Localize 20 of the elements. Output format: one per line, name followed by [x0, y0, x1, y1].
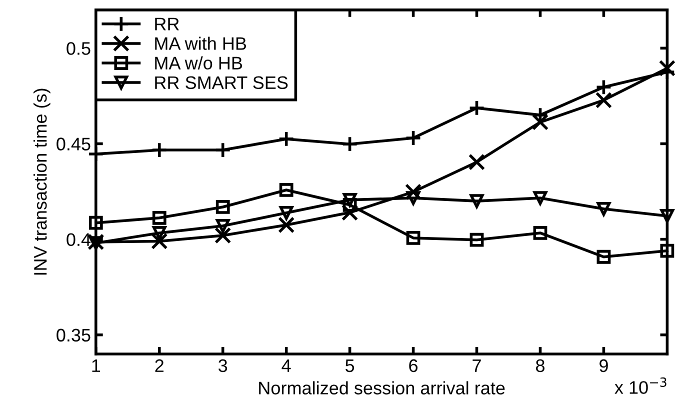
x-tick-label: 5	[346, 359, 354, 372]
legend-label: MA with HB	[155, 36, 246, 50]
x-tick-label: 4	[282, 359, 291, 372]
legend-label: RR SMART SES	[155, 76, 288, 90]
legend-label: MA w/o HB	[155, 56, 242, 70]
text: x 10$^{−3}$	[614, 377, 666, 394]
x-tick-label: 9	[600, 359, 608, 372]
x-tick-label: 7	[472, 359, 481, 372]
y-tick-label: 0.4	[66, 233, 91, 246]
legend-label: RR	[155, 18, 179, 30]
y-tick-label: 0.5	[66, 42, 90, 55]
x-tick-label: 6	[409, 359, 418, 372]
x-tick-label: 2	[155, 359, 164, 372]
x-axis-title: Normalized session arrival rate	[259, 381, 505, 394]
x-tick-label: 3	[218, 359, 228, 372]
x-tick-label: 1	[92, 359, 100, 372]
y-tick-label: 0.35	[56, 328, 90, 342]
y-axis-title: INV transaction time (s)	[34, 88, 50, 275]
y-tick-label: 0.45	[56, 138, 90, 150]
x-tick-label: 8	[536, 359, 544, 372]
